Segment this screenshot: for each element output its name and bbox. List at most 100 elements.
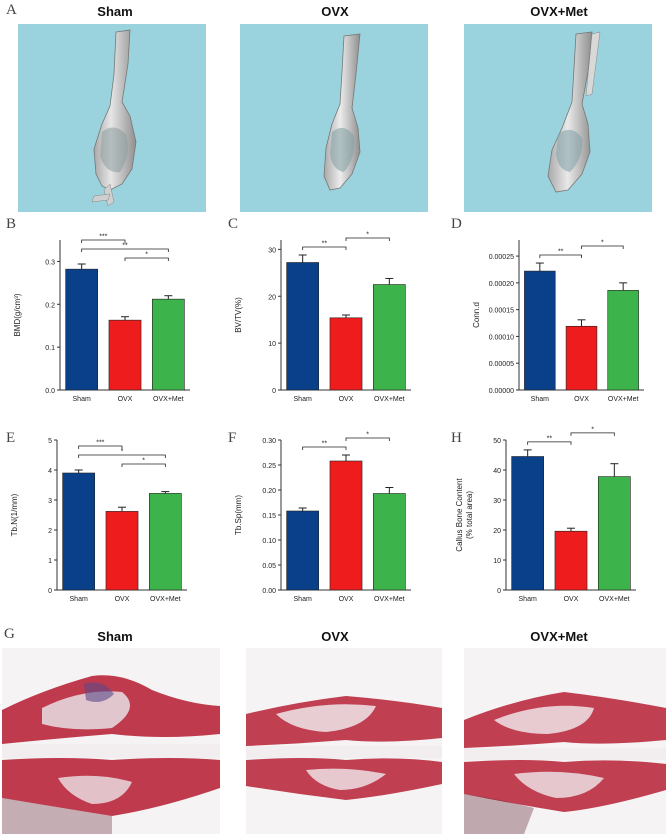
chart-e-sig-bracket (121, 463, 166, 467)
chart-f-ytick-label: 0.30 (262, 438, 276, 445)
chart-b-bar-ovx (108, 319, 142, 391)
chart-h-xtick-label: Sham (519, 596, 537, 603)
chart-b-sig-bracket (81, 248, 169, 252)
chart-b-xtick-label: OVX+Met (153, 396, 184, 403)
chart-b-sig-label: *** (99, 234, 107, 241)
chart-d-xtick-label: Sham (531, 396, 549, 403)
panel-letter-c: C (228, 216, 239, 232)
ct-title-met: OVX+Met (530, 4, 588, 19)
chart-h-ylabel: Callus Bone Content (455, 478, 464, 552)
histology-image-met (464, 648, 666, 834)
chart-f-ytick-label: 0.05 (262, 563, 276, 570)
chart-c-sig-label: * (366, 232, 369, 239)
chart-e-ytick-label: 0 (48, 588, 52, 595)
chart-d-ytick-label: 0.00010 (489, 334, 514, 341)
histology-title-met: OVX+Met (530, 629, 588, 644)
chart-d-sig-bracket (539, 254, 582, 259)
ct-title-ovx: OVX (321, 4, 349, 19)
chart-c-bar-ovx (329, 317, 363, 391)
chart-d-sig-bracket (581, 245, 624, 250)
histology-image-sham (2, 648, 220, 834)
chart-d-ytick-label: 0.00020 (489, 281, 514, 288)
chart-f-ytick-label: 0.25 (262, 463, 276, 470)
chart-d-ytick-label: 0.00005 (489, 361, 514, 368)
chart-b-sig-label: ** (122, 243, 128, 250)
chart-c-sig-label: ** (322, 241, 328, 248)
chart-h-sig-bracket (570, 432, 615, 436)
chart-c-bar-sham (286, 262, 319, 391)
chart-e-ytick-label: 3 (48, 498, 52, 505)
chart-h-ytick-label: 30 (493, 498, 501, 505)
histology-title-ovx: OVX (321, 629, 349, 644)
chart-h-xtick-label: OVX (564, 596, 579, 603)
chart-h-ytick-label: 50 (493, 438, 501, 445)
chart-e-sig-bracket (78, 454, 166, 458)
chart-e-sig-bracket (78, 445, 123, 449)
chart-d-ytick-label: 0.00000 (489, 388, 514, 395)
chart-b-sig-label: * (145, 252, 148, 259)
ct-image-met (464, 24, 652, 212)
chart-c-sig-bracket (302, 246, 347, 250)
chart-d-ytick-label: 0.00025 (489, 254, 514, 261)
chart-e-ytick-label: 5 (48, 438, 52, 445)
ct-image-sham (18, 24, 206, 212)
chart-f-bar-ovx-met (372, 493, 406, 591)
chart-d-ytick-label: 0.00015 (489, 308, 514, 315)
ct-title-sham: Sham (97, 4, 133, 19)
chart-c-xtick-label: OVX (339, 396, 354, 403)
chart-c-sig-bracket (345, 237, 390, 241)
chart-e-sig-label: * (121, 449, 124, 456)
chart-b-xtick-label: OVX (118, 396, 133, 403)
panel-letter-a: A (6, 2, 17, 18)
chart-b-xtick-label: Sham (73, 396, 91, 403)
chart-f-ytick-label: 0.20 (262, 488, 276, 495)
chart-h-ytick-label: 10 (493, 558, 501, 565)
chart-f-bar-ovx (329, 460, 363, 591)
chart-h-ytick-label: 40 (493, 468, 501, 475)
chart-e-ylabel: Tb.N(1/mm) (10, 493, 19, 536)
chart-d-bar-sham (524, 270, 556, 391)
panel-letter-h: H (451, 430, 462, 446)
chart-d-xtick-label: OVX+Met (608, 396, 639, 403)
chart-h-bar-ovx-met (597, 476, 631, 591)
chart-e-sig-label: *** (96, 440, 104, 447)
panel-letter-e: E (6, 430, 16, 446)
chart-e-ytick-label: 2 (48, 528, 52, 535)
chart-f-sig-bracket (302, 446, 347, 450)
chart-f-sig-label: ** (322, 441, 328, 448)
chart-f-sig-bracket (345, 437, 390, 441)
chart-h-ytick-label: 20 (493, 528, 501, 535)
chart-b-sig-bracket (124, 257, 169, 261)
chart-d-bar-ovx (565, 325, 598, 391)
chart-d-bar-ovx-met (607, 290, 639, 391)
chart-d-ylabel: Conn.d (472, 302, 481, 328)
chart-f-xtick-label: Sham (294, 596, 312, 603)
panel-letter-d: D (451, 216, 462, 232)
chart-c-xtick-label: OVX+Met (374, 396, 405, 403)
panel-letter-b: B (6, 216, 17, 232)
ct-image-ovx (240, 24, 428, 212)
chart-b-ytick-label: 0.3 (45, 259, 55, 266)
chart-h-bar-sham (511, 456, 544, 591)
chart-b-bar-sham (65, 268, 98, 391)
chart-e-sig-label: * (142, 458, 145, 465)
chart-h-bar-ovx (554, 530, 588, 591)
chart-f-ylabel: Tb.Sp(mm) (234, 495, 243, 535)
chart-h-sig-label: * (591, 426, 594, 433)
chart-c-ytick-label: 0 (272, 388, 276, 395)
chart-b-bar-ovx-met (152, 298, 185, 391)
chart-d-xtick-label: OVX (574, 396, 589, 403)
histology-image-ovx (246, 648, 442, 834)
panel-letter-g: G (4, 626, 15, 642)
chart-h-ytick-label: 0 (497, 588, 501, 595)
chart-d-sig-label: * (601, 240, 604, 247)
chart-f-ytick-label: 0.00 (262, 588, 276, 595)
chart-c-xtick-label: Sham (294, 396, 312, 403)
chart-f-xtick-label: OVX (339, 596, 354, 603)
chart-c-ytick-label: 30 (268, 247, 276, 254)
chart-h-sig-bracket (527, 441, 572, 445)
chart-c-ytick-label: 20 (268, 294, 276, 301)
chart-e-bar-sham (62, 472, 96, 591)
chart-c-ylabel: BV/TV(%) (234, 297, 243, 333)
